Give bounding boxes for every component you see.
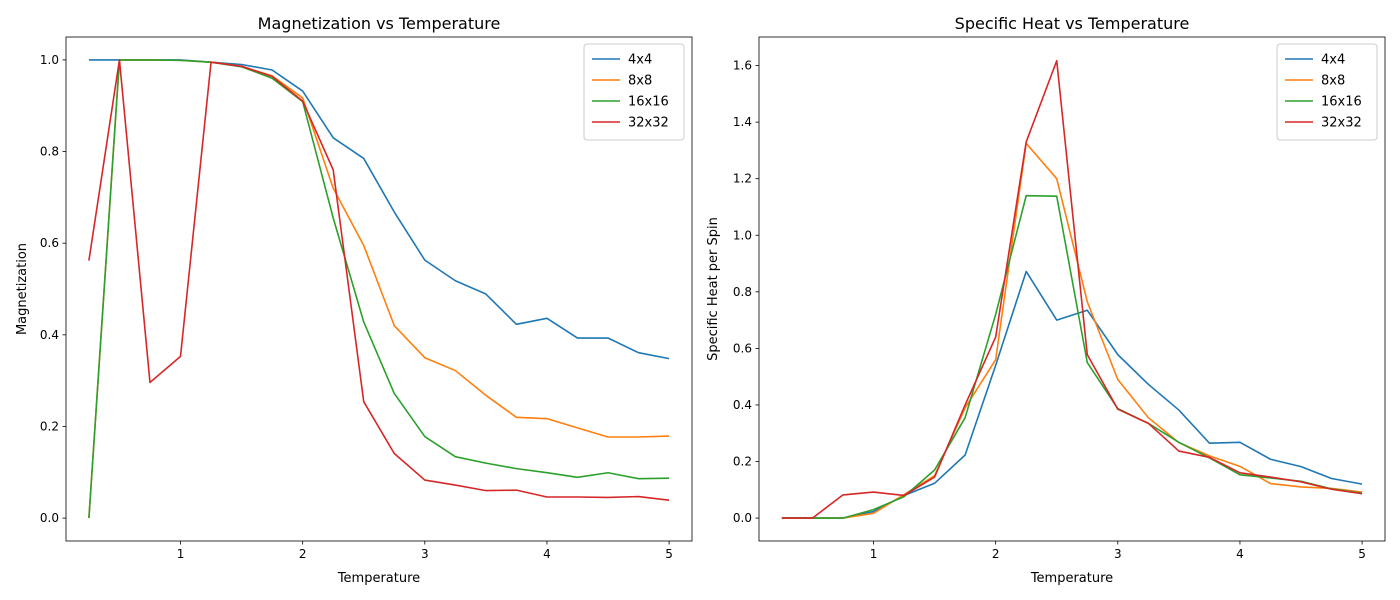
series-line-4x4 xyxy=(88,59,670,360)
legend: 4x4 8x8 16x16 32x32 xyxy=(583,43,685,141)
y-tick-label: 1.4 xyxy=(733,115,752,129)
chart-title: Magnetization vs Temperature xyxy=(258,14,501,33)
y-tick-label: 1.0 xyxy=(733,228,752,242)
legend-label: 32x32 xyxy=(1321,116,1362,131)
specific-heat-chart: Specific Heat vs Temperature Temperature… xyxy=(706,14,1386,586)
x-axis-label: Temperature xyxy=(337,571,420,586)
magnetization-chart: Magnetization vs Temperature Temperature… xyxy=(15,14,693,586)
x-tick-label: 1 xyxy=(870,547,878,561)
x-tick-label: 1 xyxy=(177,547,185,561)
x-tick-label: 4 xyxy=(543,547,551,561)
plot-area-frame xyxy=(65,36,693,542)
y-tick-label: 1.0 xyxy=(40,53,59,67)
y-tick-label: 0.2 xyxy=(733,455,752,469)
legend: 4x4 8x8 16x16 32x32 xyxy=(1276,43,1378,141)
x-tick-label: 3 xyxy=(1114,547,1122,561)
y-tick-label: 0.2 xyxy=(40,419,59,433)
y-tick-label: 0.0 xyxy=(733,511,752,525)
series-line-16x16 xyxy=(88,59,670,519)
legend-frame xyxy=(1276,43,1378,141)
series-line-32x32 xyxy=(88,59,670,502)
y-tick-label: 1.6 xyxy=(733,59,752,73)
series-line-32x32 xyxy=(781,59,1363,519)
series-line-16x16 xyxy=(781,194,1363,519)
y-tick-label: 0.6 xyxy=(733,341,752,355)
y-tick-label: 1.2 xyxy=(733,172,752,186)
series-line-8x8 xyxy=(88,59,670,519)
series-line-4x4 xyxy=(781,270,1363,519)
legend-label: 8x8 xyxy=(1321,74,1345,89)
y-axis-label: Magnetization xyxy=(15,243,30,335)
y-tick-label: 0.4 xyxy=(40,328,59,342)
legend-label: 4x4 xyxy=(628,53,652,68)
y-tick-label: 0.8 xyxy=(733,285,752,299)
y-tick-label: 0.0 xyxy=(40,511,59,525)
y-tick-label: 0.8 xyxy=(40,145,59,159)
x-tick-label: 4 xyxy=(1236,547,1244,561)
legend-label: 4x4 xyxy=(1321,53,1345,68)
legend-label: 16x16 xyxy=(628,95,669,110)
legend-label: 16x16 xyxy=(1321,95,1362,110)
y-tick-label: 0.4 xyxy=(733,398,752,412)
series-line-8x8 xyxy=(781,142,1363,519)
x-tick-label: 5 xyxy=(665,547,673,561)
legend-label: 32x32 xyxy=(628,116,669,131)
x-tick-label: 3 xyxy=(421,547,429,561)
x-tick-label: 5 xyxy=(1358,547,1366,561)
y-axis-label: Specific Heat per Spin xyxy=(706,217,721,361)
plot-area-frame xyxy=(758,36,1386,542)
legend-frame xyxy=(583,43,685,141)
x-axis-label: Temperature xyxy=(1030,571,1113,586)
chart-title: Specific Heat vs Temperature xyxy=(955,14,1190,33)
x-tick-label: 2 xyxy=(299,547,307,561)
y-tick-label: 0.6 xyxy=(40,236,59,250)
legend-label: 8x8 xyxy=(628,74,652,89)
x-tick-label: 2 xyxy=(992,547,1000,561)
